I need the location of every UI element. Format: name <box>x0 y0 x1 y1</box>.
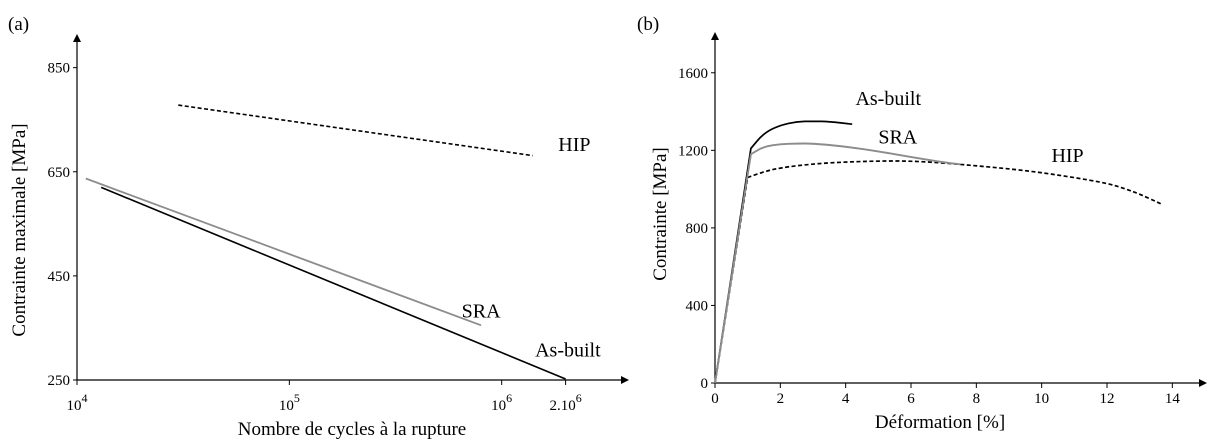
panel-b-y-ticks: 0 400 800 1200 1600 <box>678 66 715 392</box>
panel-b-y-label: Contrainte [MPa] <box>650 147 671 281</box>
x-tick-label-2: 2 <box>777 391 785 407</box>
y-tick-label-0: 0 <box>701 376 709 392</box>
x-tick-label-14: 14 <box>1165 391 1181 407</box>
panel-a-y-label: Contrainte maximale [MPa] <box>9 123 30 336</box>
annotation-hip: HIP <box>558 134 590 156</box>
panel-a-annotations: HIP SRA As-built <box>462 134 601 362</box>
panel-b-x-ticks: 0 2 4 6 8 10 12 14 <box>711 383 1180 407</box>
x-tick-label-1: 105 <box>279 391 300 414</box>
y-tick-label-850: 850 <box>48 61 71 77</box>
y-tick-label-400: 400 <box>686 298 709 314</box>
annotation-sra: SRA <box>878 127 917 149</box>
panel-a-y-ticks: 250 450 650 850 <box>48 61 77 389</box>
x-tick-label-10: 10 <box>1034 391 1049 407</box>
series-sra-curve <box>714 142 961 384</box>
x-tick-label-4: 4 <box>842 391 850 407</box>
panel-a: (a) 250 450 650 850 104 105 106 2.106 HIP SRA As… <box>8 14 629 440</box>
y-tick-label-800: 800 <box>686 221 709 237</box>
x-tick-label-0: 104 <box>67 391 88 414</box>
panel-b-series <box>714 120 1163 384</box>
x-tick-label-8: 8 <box>973 391 981 407</box>
panel-b-x-label: Déformation [%] <box>875 412 1005 433</box>
x-tick-label-0: 0 <box>711 391 719 407</box>
y-tick-label-450: 450 <box>48 269 71 285</box>
y-tick-label-250: 250 <box>48 373 71 389</box>
x-tick-label-2: 106 <box>491 391 512 414</box>
panel-b: (b) 0 400 800 1200 1600 0 2 4 6 8 10 12 14 As-built… <box>637 14 1207 433</box>
annotation-sra: SRA <box>462 301 501 323</box>
annotation-hip: HIP <box>1051 145 1083 167</box>
annotation-as-built: As-built <box>535 340 601 362</box>
y-tick-label-1200: 1200 <box>678 143 708 159</box>
panel-a-label: (a) <box>8 14 29 35</box>
series-as-built-curve <box>714 120 853 384</box>
y-tick-label-650: 650 <box>48 165 71 181</box>
panel-b-label: (b) <box>637 14 659 35</box>
panel-b-annotations: As-built SRA HIP <box>855 88 1083 167</box>
series-as-built-line <box>100 186 566 380</box>
panel-a-x-label: Nombre de cycles à la rupture <box>238 419 466 440</box>
y-tick-label-1600: 1600 <box>678 66 708 82</box>
annotation-as-built: As-built <box>855 88 921 110</box>
x-tick-label-6: 6 <box>907 391 915 407</box>
series-hip-curve <box>714 160 1163 384</box>
panel-a-series <box>85 104 566 380</box>
series-hip-line <box>178 104 533 157</box>
panel-a-x-ticks: 104 105 106 2.106 <box>67 380 582 414</box>
x-tick-label-12: 12 <box>1100 391 1115 407</box>
x-tick-label-3: 2.106 <box>549 391 581 414</box>
series-sra-line <box>85 177 482 327</box>
